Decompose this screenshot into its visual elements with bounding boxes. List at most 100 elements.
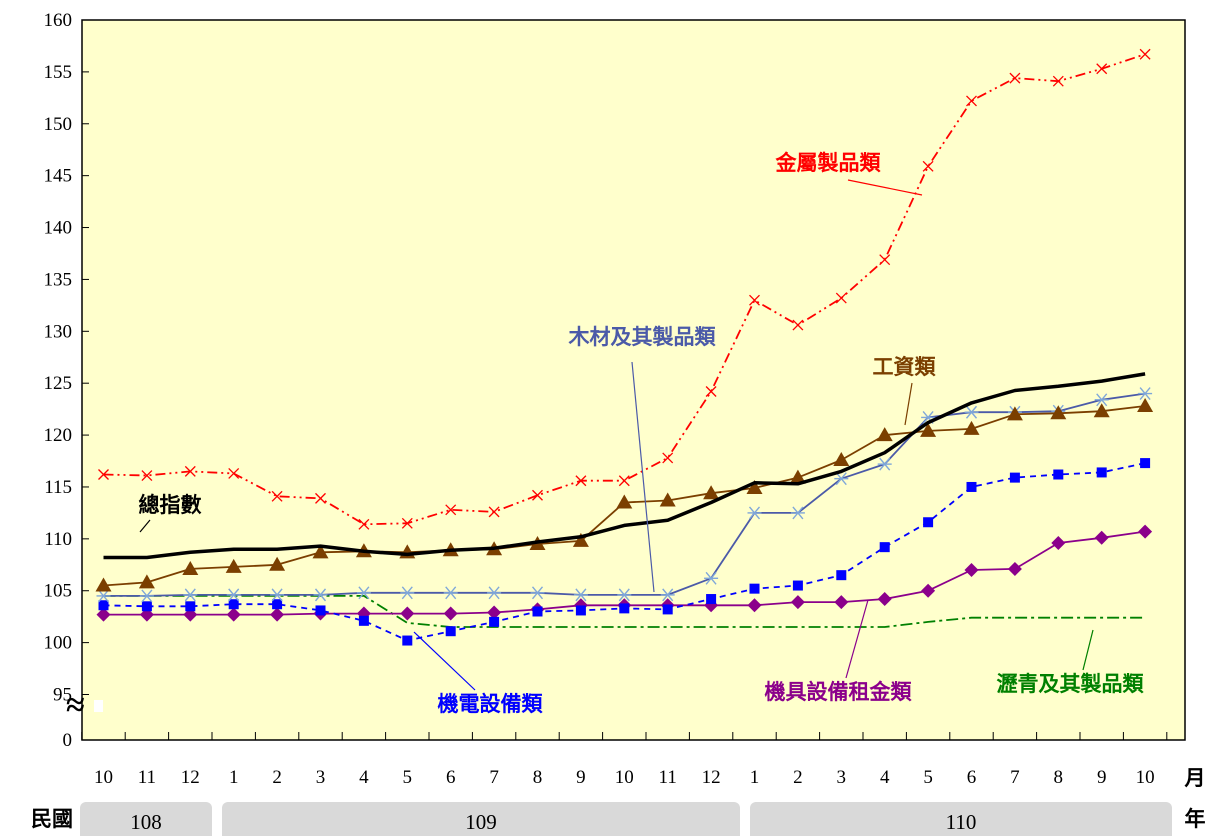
data-point-electric bbox=[272, 599, 283, 610]
x-axis-unit-label: 月 bbox=[1184, 766, 1206, 790]
x-tick-label: 9 bbox=[1097, 767, 1107, 788]
data-point-electric bbox=[792, 580, 803, 591]
data-point-wage bbox=[1137, 398, 1154, 413]
data-point-metal bbox=[98, 469, 109, 480]
x-tick-label: 12 bbox=[702, 767, 721, 788]
data-point-wage bbox=[876, 427, 893, 442]
marker-stroke bbox=[966, 95, 977, 107]
data-point-metal bbox=[228, 468, 240, 479]
marker-stroke bbox=[618, 588, 630, 602]
marker-stroke bbox=[1009, 72, 1021, 84]
marker-stroke bbox=[488, 506, 500, 518]
series-line-total bbox=[103, 372, 1146, 560]
series-label-wage: 工資類 bbox=[873, 355, 937, 379]
y-tick-label: 0 bbox=[63, 730, 73, 751]
marker-stroke bbox=[1139, 387, 1151, 401]
data-point-metal bbox=[184, 465, 196, 477]
data-point-metal bbox=[315, 492, 326, 504]
marker-stroke bbox=[445, 586, 457, 600]
leader-line-rental bbox=[845, 599, 869, 679]
y-tick-label: 105 bbox=[44, 581, 73, 602]
data-point-wood bbox=[530, 586, 545, 600]
marker-stroke bbox=[662, 452, 674, 464]
marker-stroke bbox=[922, 160, 934, 172]
data-point-electric bbox=[1096, 467, 1107, 478]
data-point-rental bbox=[270, 607, 285, 622]
data-point-electric bbox=[315, 605, 326, 616]
x-tick-label: 10 bbox=[1136, 767, 1155, 788]
data-point-electric bbox=[1140, 458, 1151, 469]
marker-stroke bbox=[662, 588, 674, 602]
y-tick-label: 150 bbox=[44, 114, 73, 135]
data-point-wood bbox=[1094, 393, 1109, 407]
data-point-metal bbox=[749, 294, 760, 306]
series-label-rental: 機具設備租金類 bbox=[765, 680, 913, 704]
data-point-rental bbox=[96, 607, 111, 622]
data-point-wage bbox=[833, 451, 850, 466]
data-point-electric bbox=[706, 594, 717, 605]
data-point-wood bbox=[270, 588, 285, 602]
data-point-metal bbox=[532, 489, 543, 501]
x-tick-label: 5 bbox=[923, 767, 933, 788]
data-point-electric bbox=[98, 600, 109, 611]
series-line-asphalt bbox=[103, 595, 1146, 628]
y-tick-label: 140 bbox=[44, 218, 73, 239]
marker-stroke bbox=[531, 586, 544, 600]
leader-line-wood bbox=[631, 361, 655, 593]
marker-stroke bbox=[749, 294, 760, 306]
marker-stroke bbox=[835, 292, 847, 304]
data-point-wood bbox=[704, 571, 719, 585]
marker-stroke bbox=[879, 254, 891, 266]
series-wood bbox=[96, 387, 1153, 603]
data-point-wage bbox=[616, 494, 633, 509]
series-label-asphalt: 瀝青及其製品類 bbox=[997, 672, 1145, 696]
data-point-metal bbox=[141, 470, 153, 482]
x-tick-label: 1 bbox=[229, 767, 239, 788]
x-tick-label: 9 bbox=[576, 767, 586, 788]
data-point-rental bbox=[921, 583, 936, 598]
y-tick-label: 135 bbox=[44, 269, 73, 290]
data-point-metal bbox=[1009, 72, 1021, 84]
series-asphalt bbox=[103, 595, 1146, 628]
y-tick-label: 115 bbox=[44, 477, 72, 498]
data-point-metal bbox=[618, 475, 630, 487]
data-point-wood bbox=[139, 589, 154, 603]
data-point-wood bbox=[1138, 387, 1153, 401]
data-point-wage bbox=[1006, 406, 1023, 421]
marker-stroke bbox=[401, 517, 413, 529]
data-point-rental bbox=[834, 595, 849, 610]
marker-stroke bbox=[401, 586, 413, 600]
data-point-wage bbox=[659, 492, 676, 507]
marker-stroke bbox=[488, 586, 500, 600]
data-point-rental bbox=[964, 562, 979, 577]
axis-break-icon: ≈ bbox=[66, 687, 85, 724]
x-tick-label: 10 bbox=[94, 767, 113, 788]
data-point-wage bbox=[138, 574, 155, 589]
marker-stroke bbox=[358, 586, 370, 600]
x-tick-label: 6 bbox=[967, 767, 977, 788]
data-point-wage bbox=[1050, 405, 1067, 420]
data-point-metal bbox=[1052, 75, 1064, 87]
series-label-metal: 金屬製品類 bbox=[775, 151, 882, 175]
marker-stroke bbox=[1096, 393, 1108, 407]
x-tick-label: 3 bbox=[316, 767, 326, 788]
leader-line-asphalt bbox=[1082, 629, 1094, 671]
data-point-wood bbox=[877, 457, 892, 471]
data-point-wood bbox=[660, 588, 675, 602]
marker-stroke bbox=[575, 588, 587, 602]
series-label-total: 總指數 bbox=[139, 493, 202, 517]
data-point-rental bbox=[1138, 524, 1153, 539]
data-point-rental bbox=[1007, 561, 1022, 576]
data-point-electric bbox=[1053, 469, 1064, 480]
data-point-wood bbox=[790, 506, 805, 520]
marker-stroke bbox=[314, 588, 327, 602]
marker-stroke bbox=[792, 319, 804, 331]
x-tick-label: 8 bbox=[533, 767, 543, 788]
data-point-electric bbox=[402, 635, 413, 646]
y-tick-label: 145 bbox=[44, 166, 73, 187]
leader-line-wage bbox=[904, 382, 913, 426]
x-tick-label: 11 bbox=[138, 767, 156, 788]
marker-stroke bbox=[1139, 48, 1151, 60]
data-point-rental bbox=[443, 606, 458, 621]
